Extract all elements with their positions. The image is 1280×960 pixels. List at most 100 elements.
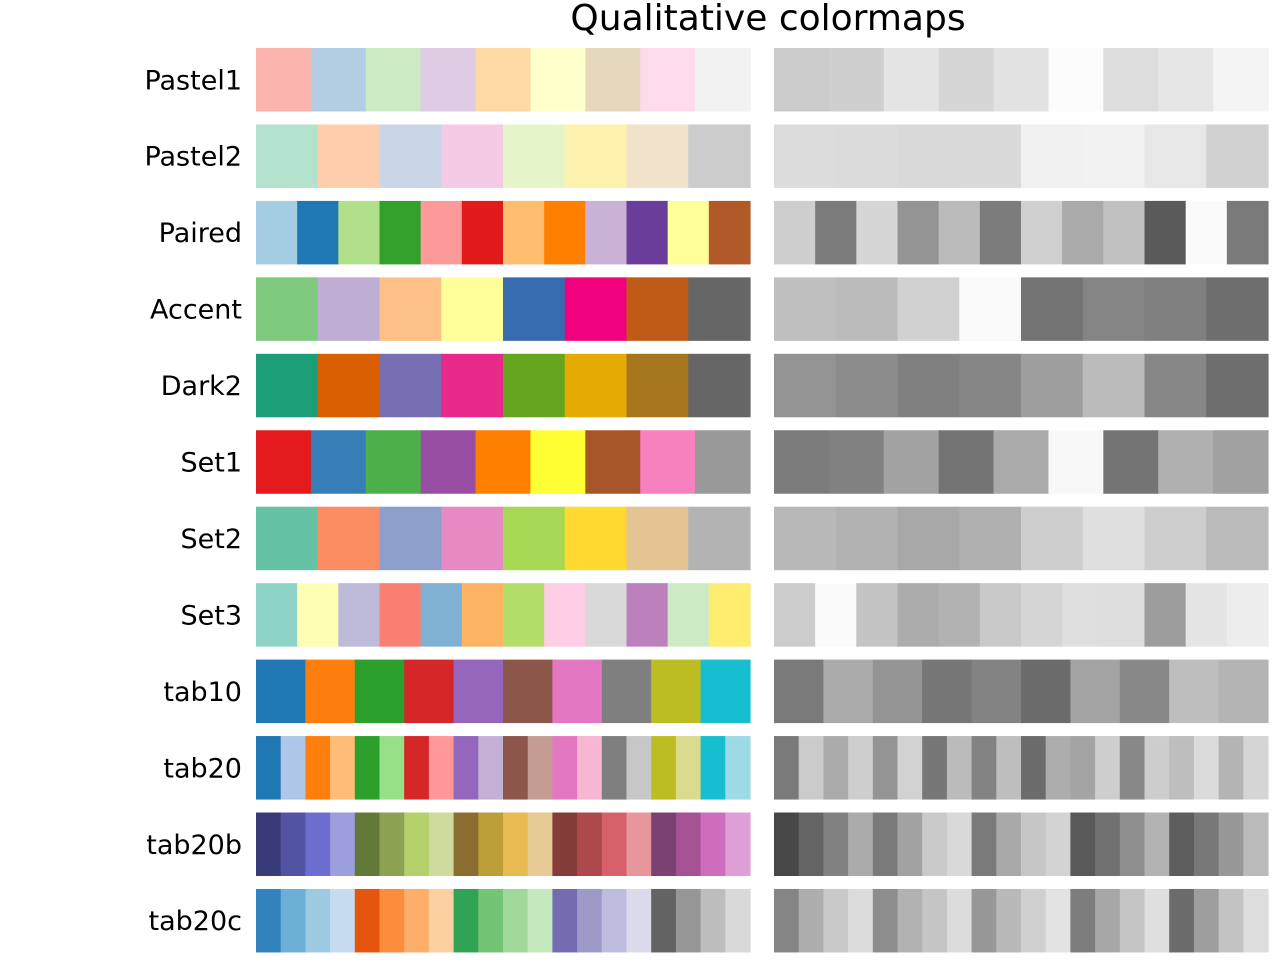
grayscale-swatch — [1119, 888, 1146, 953]
color-swatch — [478, 888, 504, 953]
color-swatch — [577, 888, 603, 953]
color-swatch — [256, 430, 312, 494]
colormap-label: Set2 — [180, 524, 242, 555]
color-swatch — [503, 200, 545, 265]
grayscale-swatch — [897, 353, 960, 418]
color-swatch — [585, 48, 641, 112]
colormap-label: tab10 — [163, 677, 242, 708]
grayscale-swatch — [774, 506, 837, 571]
color-swatch — [530, 430, 586, 494]
color-swatch — [564, 124, 628, 188]
grayscale-swatch — [897, 583, 940, 647]
color-swatch — [651, 888, 677, 953]
color-swatch — [428, 736, 455, 800]
grayscale-swatch — [1144, 353, 1207, 418]
color-swatch — [552, 888, 578, 953]
color-swatch — [256, 124, 319, 188]
color-swatch — [379, 736, 405, 800]
grayscale-swatch — [823, 888, 849, 953]
grayscale-swatch — [1070, 812, 1096, 876]
colormap-row-set3: Set3 — [180, 583, 1269, 647]
color-swatch — [404, 812, 430, 876]
grayscale-swatch — [1218, 812, 1244, 876]
grayscale-swatch — [1082, 277, 1146, 341]
color-swatch — [305, 736, 331, 800]
color-swatch — [708, 200, 751, 265]
grayscale-swatch — [938, 200, 981, 265]
color-swatch — [428, 888, 455, 953]
color-swatch — [441, 124, 504, 188]
grayscale-swatch — [823, 736, 849, 800]
grayscale-swatch — [835, 277, 899, 341]
color-swatch — [626, 353, 689, 418]
color-swatch — [379, 353, 442, 418]
color-swatch — [503, 124, 566, 188]
color-swatch — [330, 812, 356, 876]
grayscale-swatch — [1082, 353, 1146, 418]
grayscale-swatch — [872, 736, 899, 800]
grayscale-swatch — [823, 812, 849, 876]
colormap-row-set1: Set1 — [180, 430, 1269, 494]
grayscale-swatch — [1213, 48, 1269, 112]
color-swatch — [317, 353, 381, 418]
grayscale-swatch — [897, 277, 960, 341]
color-swatch — [503, 353, 566, 418]
color-swatch — [503, 659, 553, 724]
grayscale-swatch — [848, 812, 874, 876]
grayscale-swatch — [1048, 48, 1104, 112]
color-swatch — [544, 583, 586, 647]
color-swatch — [453, 812, 479, 876]
grayscale-swatch — [1193, 736, 1220, 800]
color-swatch — [317, 124, 381, 188]
grayscale-swatch — [1021, 124, 1084, 188]
color-swatch — [640, 430, 696, 494]
grayscale-swatch — [848, 888, 874, 953]
color-swatch — [626, 812, 652, 876]
color-swatch — [461, 200, 504, 265]
color-swatch — [626, 736, 652, 800]
grayscale-swatch — [979, 200, 1022, 265]
grayscale-swatch — [1193, 888, 1220, 953]
grayscale-swatch — [774, 888, 800, 953]
grayscale-swatch — [971, 888, 997, 953]
color-swatch — [725, 888, 751, 953]
color-swatch — [688, 277, 751, 341]
grayscale-swatch — [897, 812, 923, 876]
color-swatch — [280, 888, 306, 953]
grayscale-swatch — [1218, 659, 1269, 724]
color-swatch — [338, 583, 381, 647]
grayscale-swatch — [823, 659, 874, 724]
grayscale-swatch — [1169, 888, 1195, 953]
colormap-row-paired: Paired — [159, 200, 1269, 265]
grayscale-swatch — [1206, 506, 1269, 571]
color-swatch — [256, 888, 282, 953]
grayscale-swatch — [1021, 736, 1047, 800]
color-swatch — [379, 888, 405, 953]
color-swatch — [379, 277, 442, 341]
grayscale-swatch — [1119, 812, 1146, 876]
grayscale-swatch — [1021, 812, 1047, 876]
grayscale-swatch — [1082, 506, 1146, 571]
color-swatch — [379, 583, 422, 647]
color-swatch — [305, 888, 331, 953]
grayscale-swatch — [856, 583, 899, 647]
grayscale-swatch — [897, 888, 923, 953]
color-swatch — [256, 200, 298, 265]
grayscale-swatch — [1144, 277, 1207, 341]
color-swatch — [365, 48, 422, 112]
color-swatch — [503, 812, 529, 876]
color-swatch — [700, 888, 726, 953]
color-swatch — [297, 583, 339, 647]
grayscale-swatch — [1144, 736, 1170, 800]
grayscale-swatch — [1144, 888, 1170, 953]
color-swatch — [379, 124, 442, 188]
grayscale-swatch — [872, 659, 923, 724]
grayscale-swatch — [1021, 353, 1084, 418]
color-swatch — [527, 736, 553, 800]
grayscale-swatch — [996, 736, 1022, 800]
colormap-label: Set1 — [180, 448, 242, 479]
grayscale-swatch — [835, 124, 899, 188]
color-swatch — [330, 736, 356, 800]
grayscale-swatch — [848, 736, 874, 800]
grayscale-swatch — [1185, 200, 1228, 265]
